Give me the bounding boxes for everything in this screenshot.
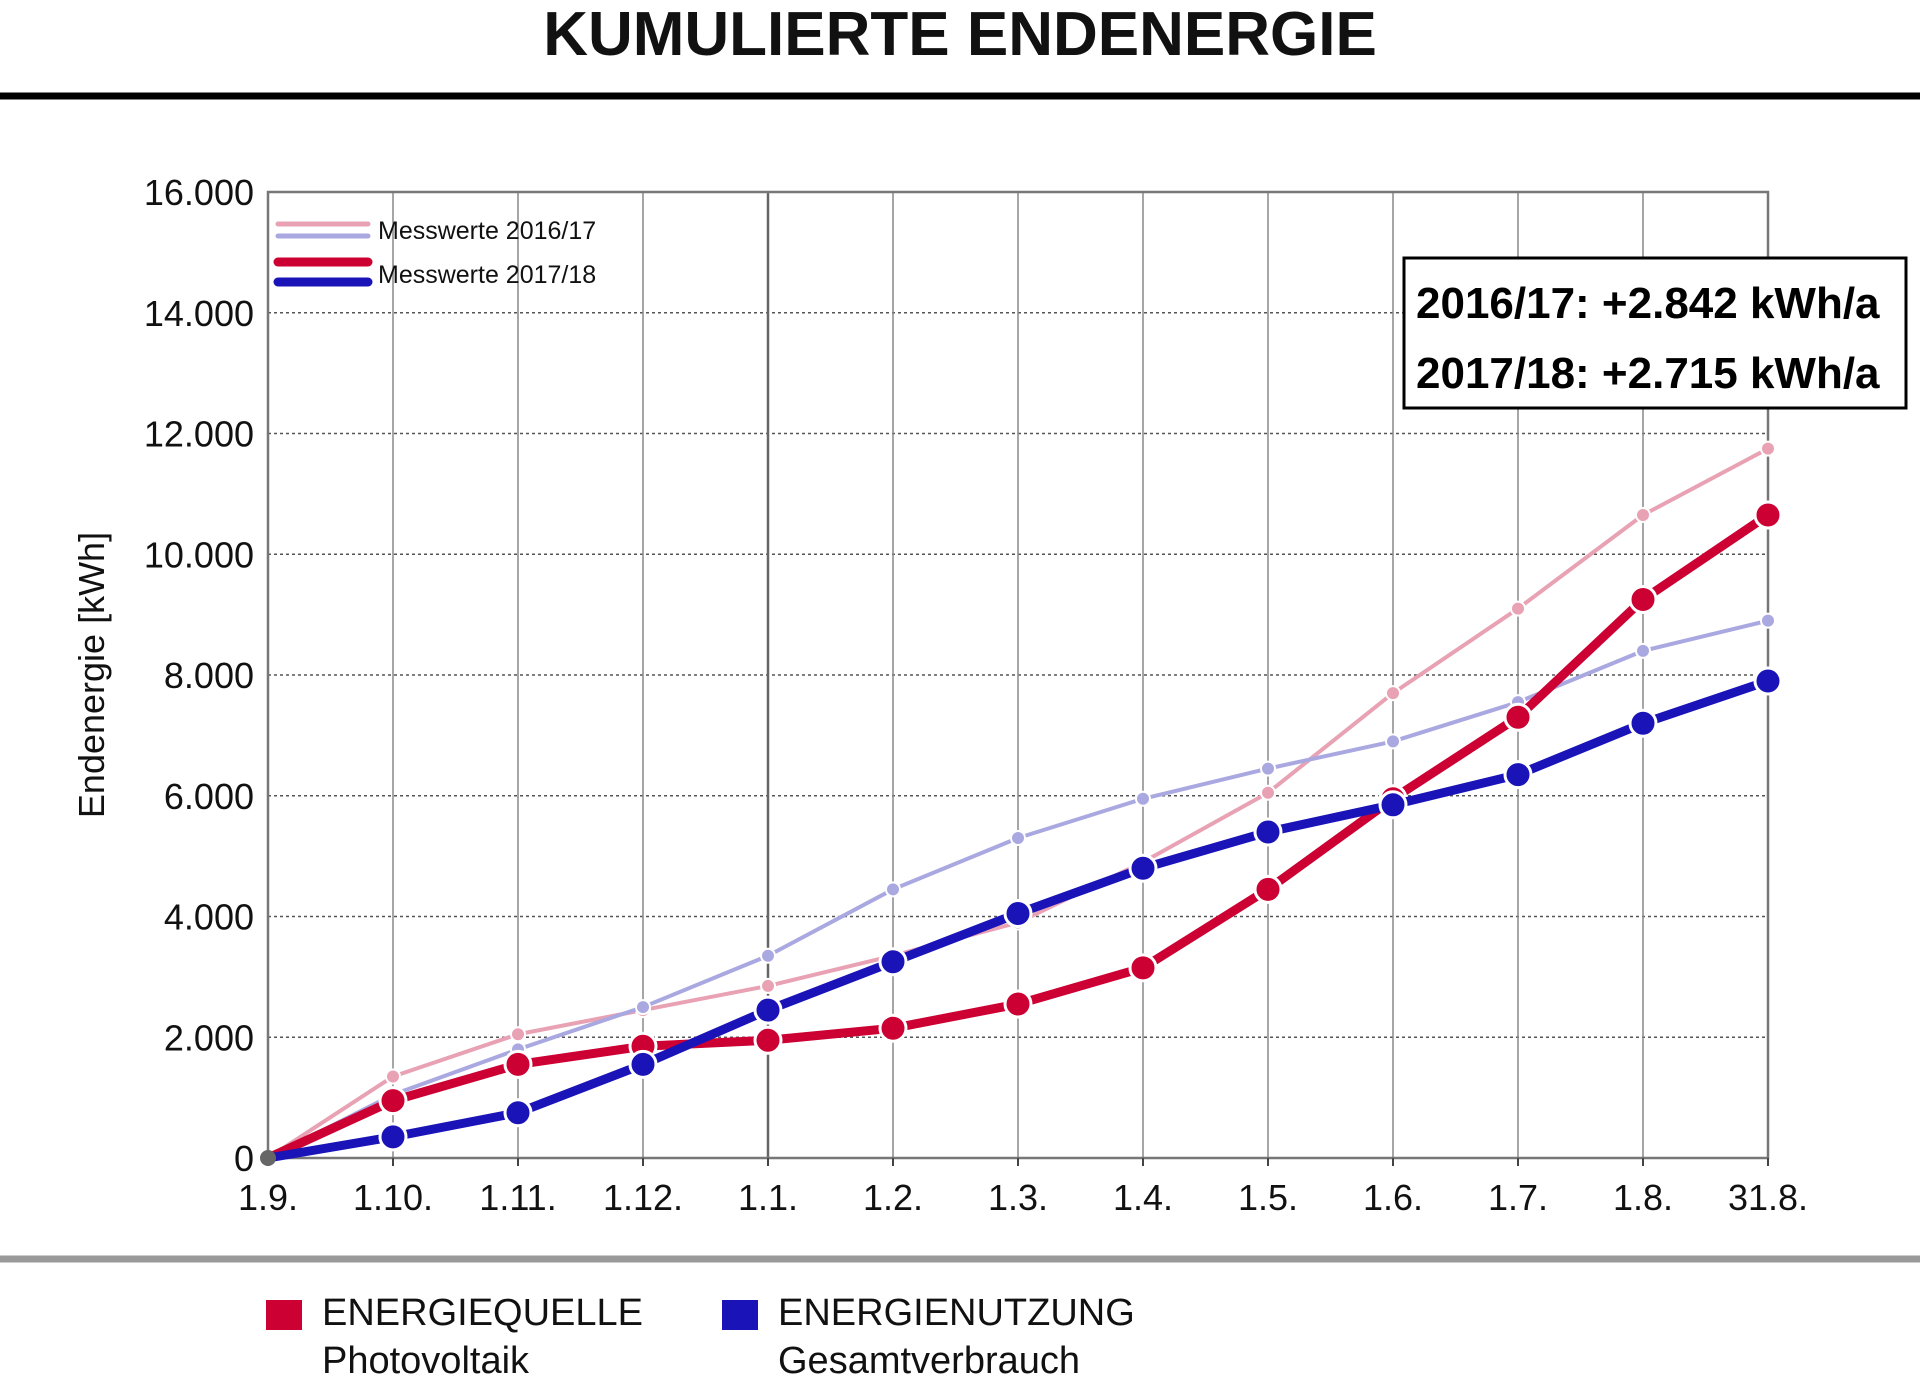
data-point — [1503, 702, 1533, 732]
x-tick-label: 1.11. — [479, 1177, 556, 1218]
data-point — [1260, 784, 1276, 801]
data-point — [1385, 685, 1401, 702]
y-tick-label: 12.000 — [144, 414, 254, 455]
data-point — [1253, 817, 1283, 847]
x-tick-label: 1.10. — [353, 1177, 433, 1218]
series-2017-use — [267, 666, 1783, 1163]
y-axis-label: Endenergie [kWh] — [71, 532, 112, 818]
x-tick-label: 1.6. — [1363, 1177, 1423, 1218]
data-point — [760, 947, 776, 964]
data-point — [1753, 500, 1783, 530]
data-point — [635, 999, 651, 1016]
data-point — [753, 1025, 783, 1055]
y-tick-label: 0 — [234, 1138, 254, 1179]
data-point — [1510, 600, 1526, 617]
data-point — [1003, 989, 1033, 1019]
data-point — [753, 995, 783, 1025]
x-tick-label: 1.4. — [1113, 1177, 1173, 1218]
info-box-line-1: 2016/17: +2.842 kWh/a — [1416, 279, 1880, 328]
x-axis: 1.9. 1.10. 1.11. 1.12. 1.1. 1.2. 1.3. 1.4. 1.5. 1… — [238, 1158, 1808, 1218]
data-point — [1010, 830, 1026, 847]
data-point — [878, 1013, 908, 1043]
data-point — [1260, 760, 1276, 777]
x-tick-label: 31.8. — [1728, 1177, 1808, 1218]
data-point — [378, 1086, 408, 1116]
data-point — [1253, 874, 1283, 904]
info-box-line-2: 2017/18: +2.715 kWh/a — [1416, 349, 1880, 398]
legend-label-2016: Messwerte 2016/17 — [378, 217, 596, 245]
legend-swatch-source — [266, 1300, 302, 1330]
x-tick-label: 1.5. — [1238, 1177, 1298, 1218]
data-point — [1760, 440, 1776, 457]
chart-legend: Messwerte 2016/17 Messwerte 2017/18 — [273, 217, 596, 289]
data-point — [1635, 642, 1651, 659]
data-point — [1135, 790, 1151, 807]
data-point — [1385, 733, 1401, 750]
x-tick-label: 1.3. — [988, 1177, 1048, 1218]
y-tick-label: 2.000 — [164, 1017, 254, 1058]
x-tick-label: 1.8. — [1613, 1177, 1673, 1218]
data-point — [510, 1026, 526, 1043]
data-point — [1635, 507, 1651, 524]
series-layer — [260, 440, 1783, 1166]
data-point — [1628, 585, 1658, 615]
legend-swatch-use — [722, 1300, 758, 1330]
data-point — [628, 1049, 658, 1079]
data-point — [1128, 953, 1158, 983]
data-point — [1503, 760, 1533, 790]
x-tick-label: 1.1. — [738, 1177, 798, 1218]
y-tick-label: 10.000 — [144, 534, 254, 575]
y-axis: 0 2.000 4.000 6.000 8.000 10.000 12.000 14.000 1… — [144, 172, 254, 1179]
data-point — [885, 881, 901, 898]
y-tick-label: 6.000 — [164, 776, 254, 817]
data-point — [503, 1049, 533, 1079]
data-point — [760, 977, 776, 994]
legend-label-2017: Messwerte 2017/18 — [378, 261, 596, 289]
x-tick-label: 1.7. — [1488, 1177, 1548, 1218]
series-2016-use — [267, 612, 1776, 1160]
x-tick-label: 1.12. — [603, 1177, 683, 1218]
legend-use-subtitle: Gesamtverbrauch — [778, 1340, 1081, 1382]
data-point — [1128, 853, 1158, 883]
y-tick-label: 4.000 — [164, 897, 254, 938]
data-point — [1760, 612, 1776, 629]
y-tick-label: 14.000 — [144, 293, 254, 334]
info-box: 2016/17: +2.842 kWh/a 2017/18: +2.715 kW… — [1402, 256, 1908, 410]
data-point — [1378, 790, 1408, 820]
info-box-frame — [1402, 256, 1908, 410]
legend-source-subtitle: Photovoltaik — [322, 1340, 530, 1382]
chart-title: KUMULIERTE ENDENERGIE — [543, 0, 1377, 69]
data-point — [1628, 708, 1658, 738]
series-2016-pv — [266, 440, 1776, 1160]
data-point — [378, 1122, 408, 1152]
data-point — [878, 947, 908, 977]
x-tick-label: 1.9. — [238, 1177, 298, 1218]
data-point — [1753, 666, 1783, 696]
legend-source-title: ENERGIEQUELLE — [322, 1292, 643, 1334]
y-tick-label: 16.000 — [144, 172, 254, 213]
data-point — [503, 1098, 533, 1128]
data-point — [1003, 898, 1033, 928]
legend-use-title: ENERGIENUTZUNG — [778, 1292, 1135, 1334]
data-point — [385, 1068, 401, 1085]
y-tick-label: 8.000 — [164, 655, 254, 696]
origin-point — [260, 1150, 276, 1166]
x-tick-label: 1.2. — [863, 1177, 923, 1218]
